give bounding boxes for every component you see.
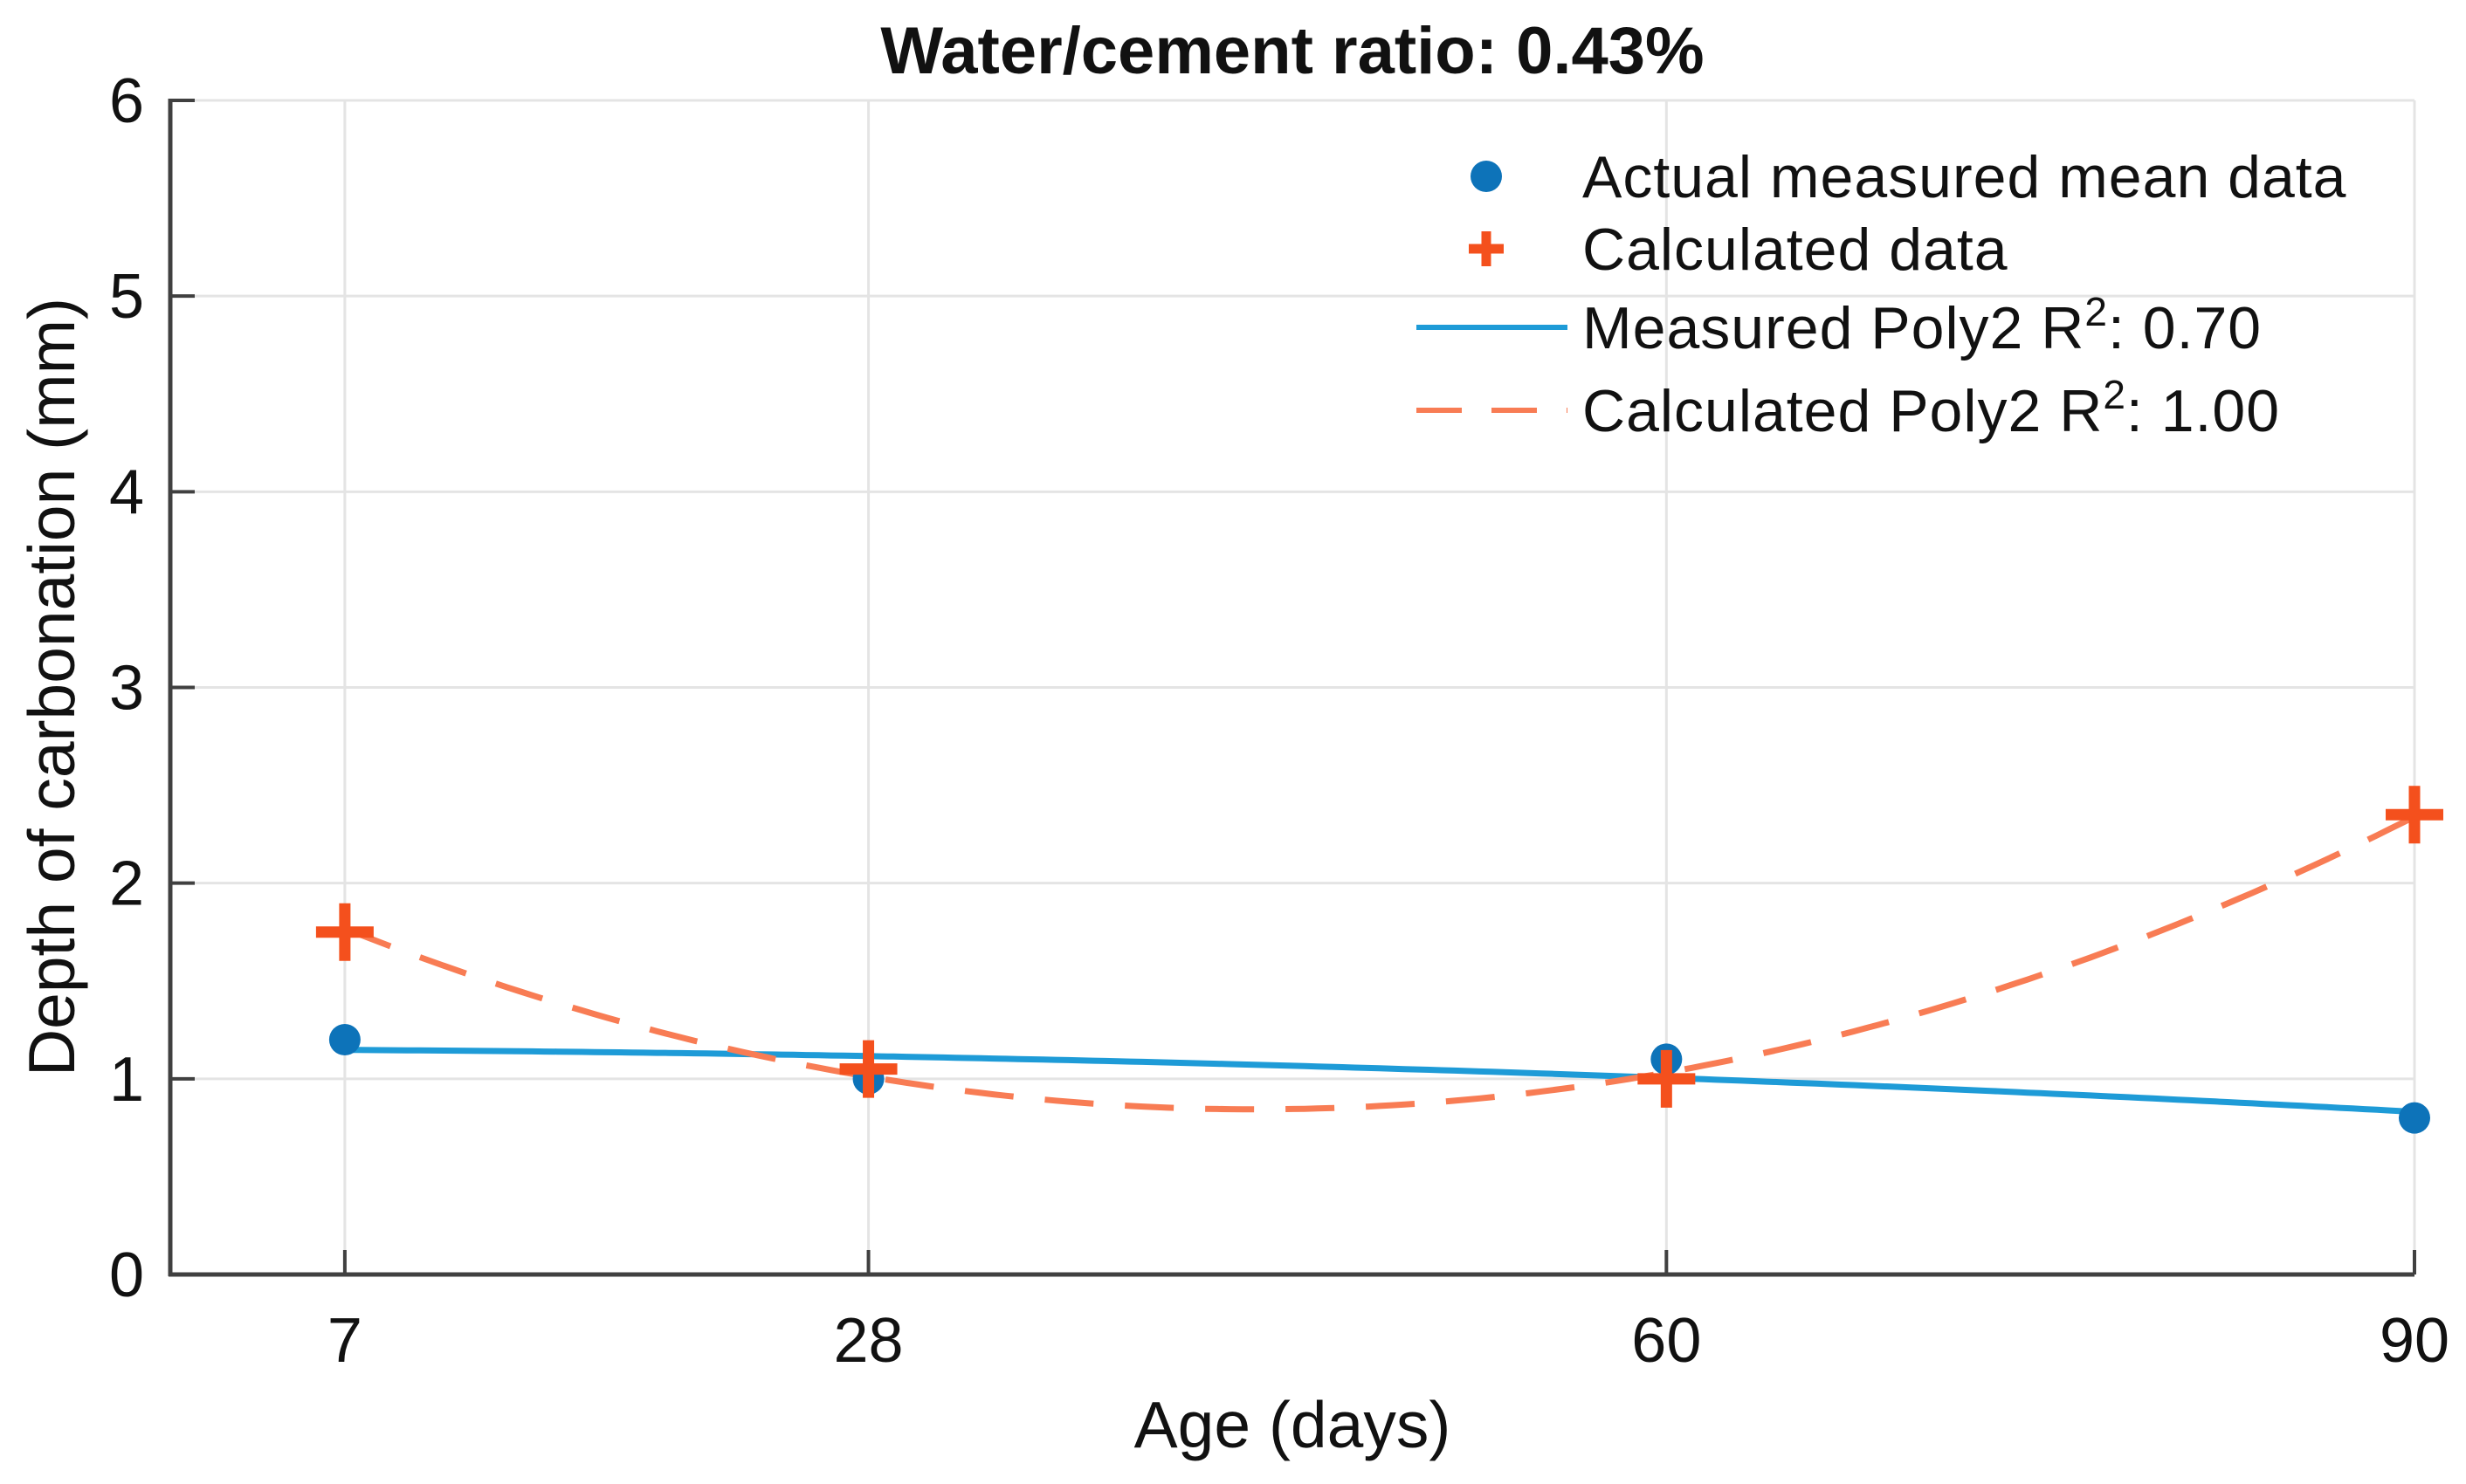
x-axis-label: Age (days) [1134,1388,1451,1461]
chart-title: Water/cement ratio: 0.43% [880,14,1704,88]
tick-labels-layer: 7 28 60 90 0 1 2 3 4 5 6 [109,66,2449,1376]
y-tick-label: 3 [109,654,144,724]
y-tick-label: 6 [109,66,144,136]
legend-label: Measured Poly2 R2: 0.70 [1582,289,2262,361]
data-point-calculated [839,1040,898,1098]
x-tick-label: 90 [2380,1306,2449,1376]
legend-circle-marker [1471,161,1502,192]
data-point-calculated [1637,1049,1696,1108]
gridlines-layer [170,99,2416,1274]
legend-label: Actual measured mean data [1582,144,2347,210]
y-tick-label: 0 [109,1240,144,1310]
y-tick-label: 5 [109,262,144,332]
legend-plus-marker [1469,231,1504,266]
x-tick-label: 7 [327,1306,362,1376]
y-tick-label: 4 [109,457,144,527]
measured-fit-curve [344,1047,2415,1116]
data-point-measured [2399,1102,2430,1134]
y-tick-label: 2 [109,849,144,919]
legend-label: Calculated data [1582,216,2008,283]
x-tick-label: 28 [834,1306,904,1376]
y-axis-label: Depth of carbonation (mm) [15,298,88,1076]
y-tick-label: 1 [109,1045,144,1115]
legend-label: Calculated Poly2 R2: 1.00 [1582,372,2280,444]
data-point-calculated [315,903,374,961]
calculated-fit-curve [343,814,2416,1113]
series-layer [315,786,2443,1134]
data-point-measured [328,1024,361,1055]
data-point-calculated [2386,786,2443,844]
axes-layer [168,99,2416,1277]
x-tick-label: 60 [1631,1306,1701,1376]
